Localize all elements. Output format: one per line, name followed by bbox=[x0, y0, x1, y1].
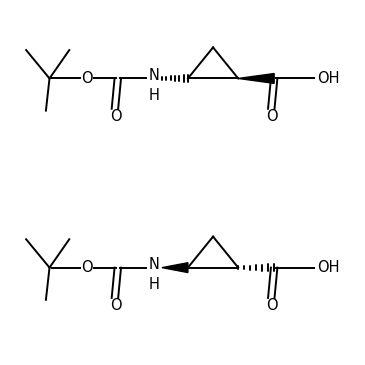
Text: OH: OH bbox=[317, 71, 340, 86]
Text: H: H bbox=[148, 88, 159, 103]
Text: N: N bbox=[148, 257, 159, 272]
Polygon shape bbox=[162, 263, 188, 273]
Text: OH: OH bbox=[317, 260, 340, 275]
Text: O: O bbox=[81, 71, 93, 86]
Text: O: O bbox=[266, 109, 278, 124]
Text: O: O bbox=[81, 260, 93, 275]
Text: H: H bbox=[148, 277, 159, 292]
Text: O: O bbox=[110, 298, 122, 313]
Polygon shape bbox=[238, 73, 274, 83]
Text: N: N bbox=[148, 68, 159, 83]
Text: O: O bbox=[110, 109, 122, 124]
Text: O: O bbox=[266, 298, 278, 313]
